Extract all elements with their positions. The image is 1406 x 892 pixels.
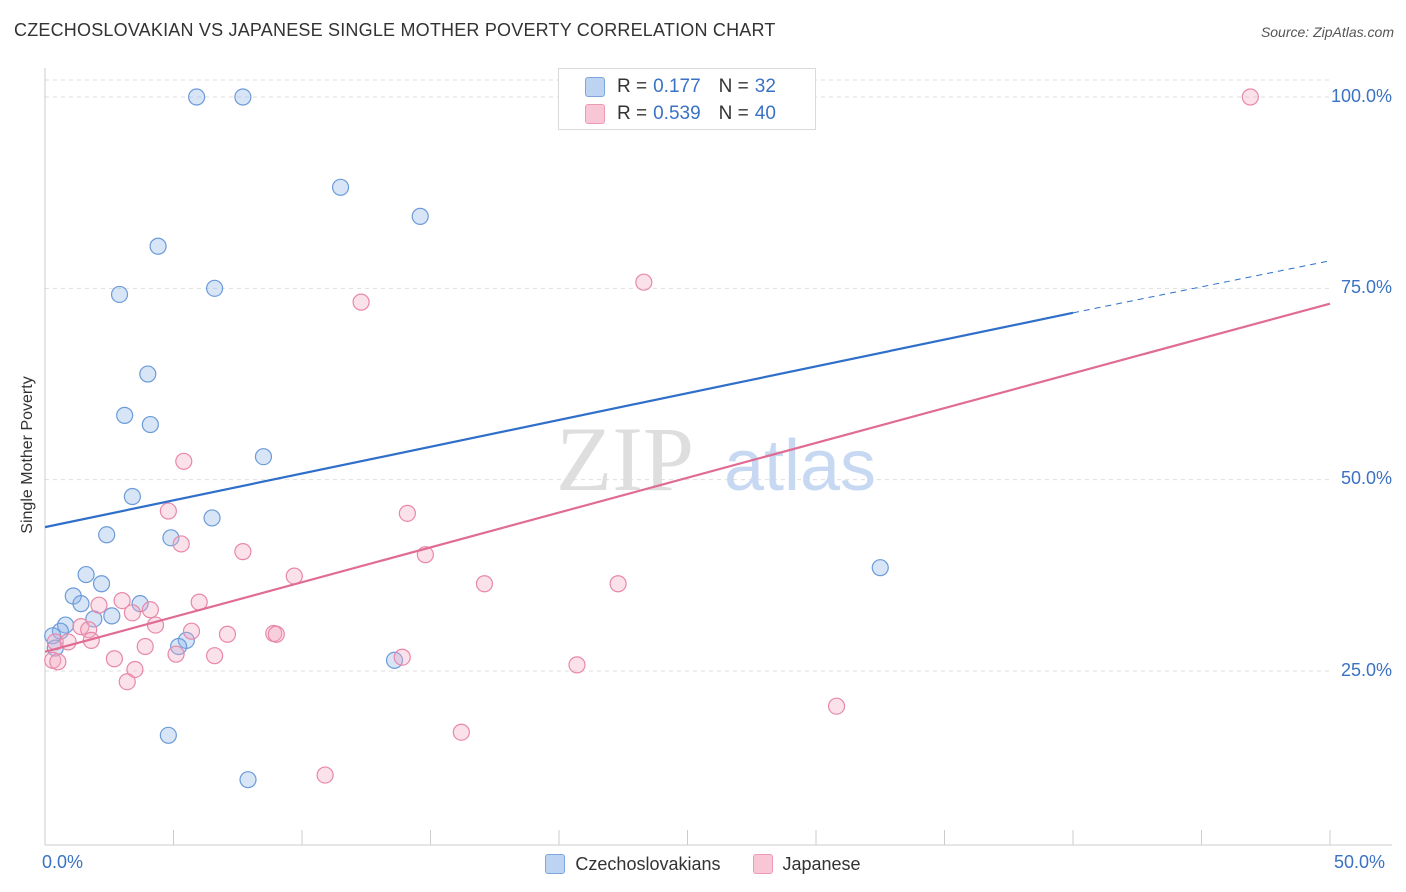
point-japanese [159, 502, 177, 520]
trend-line-czechoslovakians [44, 311, 1074, 529]
n-value: 40 [754, 103, 776, 124]
point-czechoslovakians [98, 526, 116, 544]
y-tick-label-25: 25.0% [1340, 660, 1392, 680]
point-japanese [175, 452, 193, 470]
point-czechoslovakians [141, 415, 159, 434]
data-points [44, 88, 1259, 789]
legend-label: Czechoslovakians [575, 853, 721, 874]
point-czechoslovakians [411, 207, 429, 225]
point-japanese [568, 656, 586, 674]
watermark-zip: ZIP [556, 408, 694, 510]
watermark-atlas: atlas [724, 426, 876, 506]
point-czechoslovakians [234, 88, 252, 106]
point-czechoslovakians [188, 88, 206, 106]
czechoslovakians-swatch [585, 77, 605, 97]
point-czechoslovakians [139, 365, 157, 383]
x-tick-label-min: 0.0% [42, 852, 84, 872]
stats-row-japanese: R = 0.539 N = 40 [585, 102, 776, 126]
y-tick-label-50: 50.0% [1340, 468, 1392, 488]
point-japanese [49, 653, 67, 671]
point-czechoslovakians [871, 559, 889, 577]
watermark: ZIP atlas [556, 408, 876, 510]
point-czechoslovakians [254, 448, 273, 466]
y-tick-label-75: 75.0% [1340, 277, 1392, 297]
point-czechoslovakians [116, 406, 134, 424]
stats-row-czechoslovakians: R = 0.177 N = 32 [585, 75, 776, 99]
point-japanese [398, 504, 416, 522]
trend-line-czechoslovakians-extension [1072, 260, 1331, 314]
stats-legend: R = 0.177 N = 32 R = 0.539 N = 40 [558, 68, 816, 130]
point-czechoslovakians [110, 285, 129, 304]
n-label: N = [718, 76, 749, 97]
gridlines [45, 79, 1330, 672]
japanese-swatch [585, 104, 605, 124]
point-czechoslovakians [206, 279, 224, 297]
point-japanese [136, 637, 154, 656]
japanese-swatch [752, 854, 773, 874]
point-japanese [352, 293, 370, 311]
point-japanese [172, 535, 190, 553]
point-japanese [123, 604, 141, 622]
point-japanese [80, 621, 98, 639]
chart-title: CZECHOSLOVAKIAN VS JAPANESE SINGLE MOTHE… [14, 20, 776, 40]
x-tick-label-max: 50.0% [1334, 852, 1386, 872]
y-tick-label-100: 100.0% [1330, 86, 1392, 106]
point-japanese [475, 575, 494, 593]
point-japanese [206, 647, 224, 665]
point-japanese [393, 648, 411, 666]
point-japanese [141, 601, 159, 619]
point-japanese [316, 766, 334, 784]
r-value: 0.539 [653, 103, 701, 124]
point-japanese [167, 645, 185, 663]
point-japanese [126, 660, 144, 679]
point-czechoslovakians [92, 575, 111, 593]
legend-item-czechoslovakians[interactable]: Czechoslovakians [545, 853, 721, 875]
point-czechoslovakians [162, 529, 180, 547]
axes [44, 68, 1392, 846]
point-czechoslovakians [239, 771, 257, 789]
point-japanese [1241, 88, 1259, 106]
point-japanese [267, 625, 285, 643]
legend-item-japanese[interactable]: Japanese [752, 853, 861, 875]
point-czechoslovakians [103, 607, 121, 625]
point-czechoslovakians [123, 487, 141, 506]
r-value: 0.177 [653, 76, 701, 97]
point-czechoslovakians [331, 178, 350, 196]
n-label: N = [718, 103, 749, 124]
point-japanese [105, 650, 123, 668]
point-japanese [182, 622, 201, 640]
point-czechoslovakians [77, 565, 95, 584]
r-label: R = [617, 76, 648, 97]
point-japanese [609, 575, 627, 593]
point-czechoslovakians [149, 237, 167, 255]
point-czechoslovakians [203, 509, 221, 527]
point-czechoslovakians [159, 726, 177, 744]
trend-line-japanese [44, 302, 1331, 653]
r-label: R = [617, 103, 648, 124]
point-japanese [452, 723, 470, 741]
point-japanese [635, 273, 653, 291]
point-japanese [118, 673, 136, 691]
n-value: 32 [754, 76, 776, 97]
series-legend: Czechoslovakians Japanese [0, 852, 1406, 876]
point-japanese [113, 591, 131, 610]
point-czechoslovakians [72, 595, 90, 613]
czechoslovakians-swatch [545, 854, 566, 874]
point-japanese [218, 625, 237, 643]
point-japanese [234, 543, 252, 561]
point-japanese [90, 596, 108, 614]
trend-lines [44, 260, 1331, 653]
source-label: Source: ZipAtlas.com [1260, 24, 1394, 40]
legend-label: Japanese [782, 853, 861, 874]
point-japanese [827, 697, 846, 715]
